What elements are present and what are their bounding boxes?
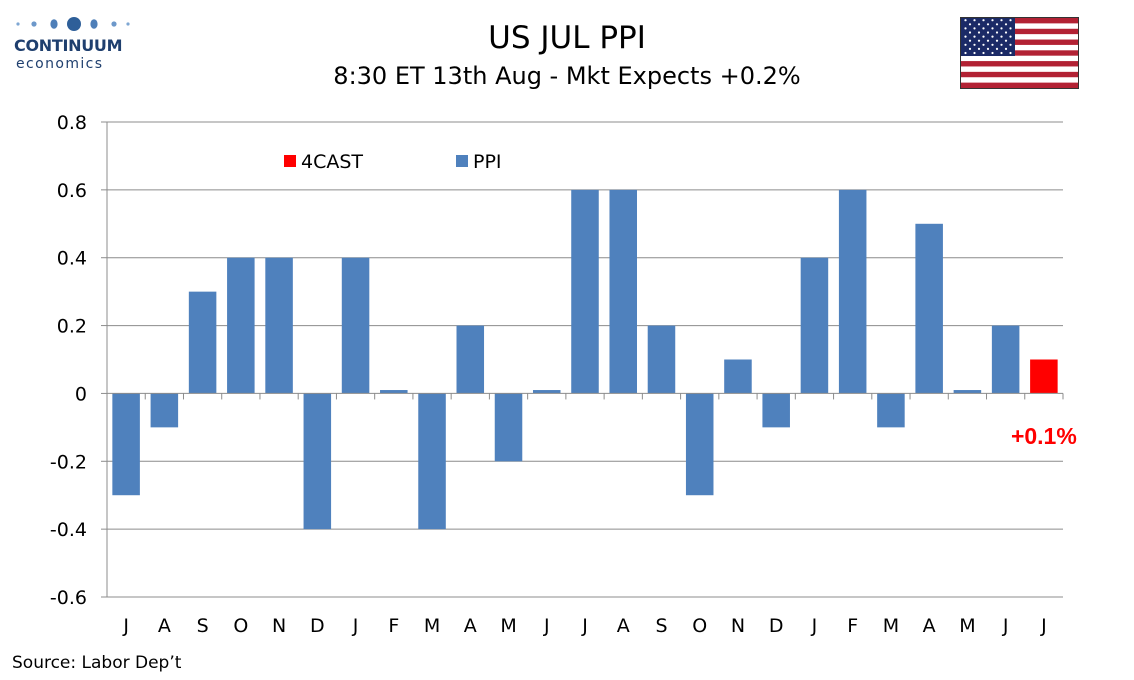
annotations: +0.1% bbox=[1011, 423, 1077, 449]
legend-label: PPI bbox=[473, 151, 502, 173]
x-tick-label: F bbox=[847, 615, 858, 637]
ppi-bar bbox=[762, 393, 790, 428]
y-tick-label: -0.4 bbox=[50, 519, 87, 541]
logo-subtitle: economics bbox=[16, 56, 104, 72]
y-tick-labels: 0.8 0.6 0.4 0.2 0 -0.2 -0.4 -0.6 bbox=[50, 112, 87, 609]
dots-logo-icon bbox=[16, 17, 130, 31]
x-tick-label: M bbox=[424, 615, 440, 637]
y-tick-label: 0.8 bbox=[57, 112, 87, 134]
y-tick-label: 0 bbox=[75, 383, 87, 405]
ppi-bar bbox=[800, 257, 829, 394]
chart-subtitle: 8:30 ET 13th Aug - Mkt Expects +0.2% bbox=[333, 62, 801, 90]
legend-swatch bbox=[284, 155, 296, 167]
x-tick-label: J bbox=[1040, 615, 1047, 637]
ppi-bar bbox=[303, 393, 332, 530]
logo-wordmark: CONTINUUM bbox=[14, 36, 123, 55]
ppi-bar bbox=[991, 325, 1020, 394]
x-tick-label: F bbox=[388, 615, 399, 637]
ppi-bar bbox=[571, 189, 599, 394]
y-tick-label: -0.6 bbox=[50, 587, 87, 609]
y-tick-label: 0.4 bbox=[57, 248, 87, 270]
x-tick-label: D bbox=[310, 615, 325, 637]
x-tick-label: O bbox=[692, 615, 707, 637]
x-tick-label: J bbox=[1002, 615, 1009, 637]
chart-title: US JUL PPI bbox=[488, 20, 646, 56]
x-tick-label: J bbox=[811, 615, 818, 637]
legend-label: 4CAST bbox=[301, 151, 363, 173]
axes bbox=[101, 121, 1064, 598]
bar-series bbox=[112, 189, 1058, 530]
y-tick-label: 0.6 bbox=[57, 180, 87, 202]
ppi-bar bbox=[494, 393, 523, 462]
ppi-bar bbox=[724, 359, 752, 394]
ppi-bar bbox=[265, 257, 293, 394]
x-tick-label: M bbox=[500, 615, 516, 637]
ppi-bar bbox=[341, 257, 370, 394]
x-tick-label: J bbox=[543, 615, 550, 637]
ppi-bar bbox=[418, 393, 446, 530]
forecast-annotation: +0.1% bbox=[1011, 423, 1077, 449]
legend: 4CAST PPI bbox=[284, 151, 502, 173]
x-tick-label: N bbox=[272, 615, 286, 637]
x-tick-label: M bbox=[883, 615, 899, 637]
legend-item-ppi: PPI bbox=[456, 151, 502, 173]
x-tick-label: S bbox=[655, 615, 667, 637]
x-tick-label: A bbox=[464, 615, 477, 637]
ppi-bar bbox=[953, 390, 982, 394]
ppi-bar bbox=[647, 325, 676, 394]
legend-item-4cast: 4CAST bbox=[284, 151, 363, 173]
us-flag-icon bbox=[960, 17, 1079, 89]
source-note: Source: Labor Dep’t bbox=[12, 653, 182, 673]
x-tick-label: O bbox=[233, 615, 248, 637]
ppi-bar bbox=[380, 390, 408, 394]
x-tick-label: S bbox=[197, 615, 209, 637]
continuum-logo: CONTINUUM economics bbox=[14, 14, 144, 76]
x-tick-label: M bbox=[959, 615, 975, 637]
x-tick-label: N bbox=[731, 615, 745, 637]
ppi-bar bbox=[532, 390, 561, 394]
y-tick-label: -0.2 bbox=[50, 451, 87, 473]
y-tick-label: 0.2 bbox=[57, 316, 87, 338]
x-tick-label: J bbox=[122, 615, 129, 637]
ppi-bar bbox=[150, 393, 179, 428]
ppi-bar bbox=[456, 325, 485, 394]
x-tick-label: A bbox=[923, 615, 936, 637]
ppi-bar bbox=[188, 291, 217, 394]
x-tick-label: J bbox=[352, 615, 359, 637]
x-tick-label: D bbox=[769, 615, 784, 637]
ppi-bar bbox=[915, 223, 943, 394]
ppi-bar bbox=[877, 393, 905, 428]
forecast-bar bbox=[1030, 359, 1058, 394]
ppi-bar bbox=[838, 189, 867, 394]
legend-swatch bbox=[456, 155, 468, 167]
x-tick-label: A bbox=[158, 615, 171, 637]
x-tick-label: J bbox=[581, 615, 588, 637]
ppi-bar bbox=[685, 393, 714, 496]
ppi-bar bbox=[609, 189, 637, 394]
x-tick-label: A bbox=[617, 615, 630, 637]
ppi-bar bbox=[112, 393, 140, 496]
ppi-bar bbox=[227, 257, 255, 394]
